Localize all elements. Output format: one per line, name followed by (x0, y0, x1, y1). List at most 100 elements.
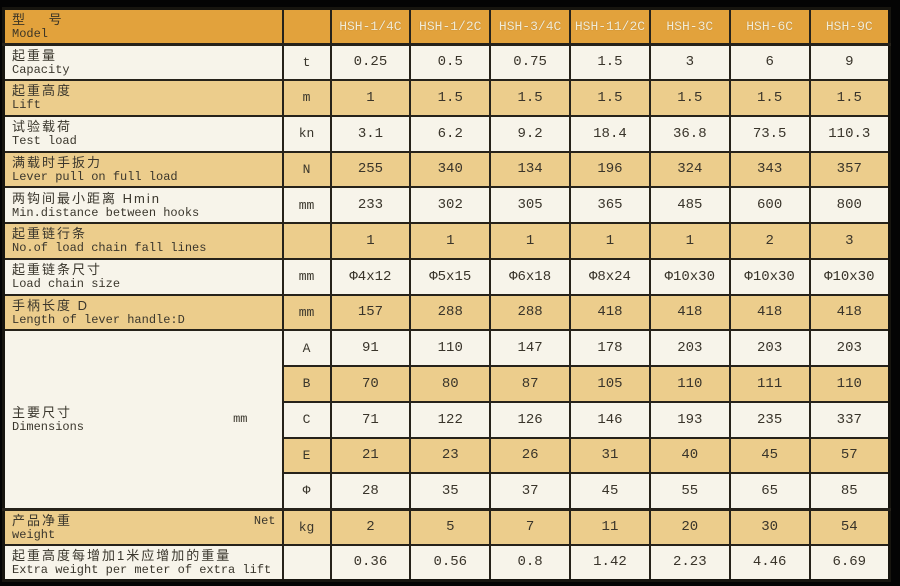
model-column-header: HSH-1/2C (409, 7, 492, 46)
value-cell: 3.1 (329, 114, 412, 153)
value-cell: 26 (489, 436, 572, 475)
unit-cell: kn (281, 114, 332, 153)
value-cell: 4.46 (728, 543, 811, 582)
model-header-label-en: Model (12, 26, 49, 41)
row-label: 起重链行条 No.of load chain fall lines (2, 222, 284, 260)
row-label: 试验载荷 Test load (2, 114, 284, 153)
value-cell: 343 (728, 150, 811, 189)
extra-weight-row: 起重高度每增加1米应增加的重量 Extra weight per meter of… (2, 543, 891, 582)
extra-weight-label-zh: 起重高度每增加1米应增加的重量 (12, 547, 232, 563)
value-cell: 111 (728, 365, 811, 403)
value-cell: 35 (409, 472, 492, 510)
value-cell: 1.5 (569, 79, 651, 117)
model-header-label-zh: 型 号 (12, 11, 72, 27)
net-weight-label: 产品净重 Net weight (2, 507, 284, 546)
value-cell: 2 (728, 222, 811, 260)
value-cell: 31 (569, 436, 651, 475)
net-weight-label-en: weight (12, 527, 56, 542)
value-cell: 110 (409, 329, 492, 367)
value-cell: 0.56 (409, 543, 492, 582)
dimension-row: Φ 28 35 37 45 55 65 85 (4, 472, 891, 510)
value-cell: 418 (728, 293, 811, 332)
value-cell: 110 (808, 365, 891, 403)
unit-cell: kg (281, 507, 332, 546)
dimension-row: B 70 80 87 105 110 111 110 (4, 365, 891, 403)
value-cell: 85 (808, 472, 891, 510)
value-cell: 1 (409, 222, 492, 260)
model-column-header: HSH-3C (648, 7, 731, 46)
value-cell: 1.5 (728, 79, 811, 117)
dimension-key-cell: A (281, 329, 332, 367)
spec-row: 起重链条尺寸 Load chain size mm Φ4x12 Φ5x15 Φ6x18 Φ8… (2, 257, 891, 296)
spec-row: 起重链行条 No.of load chain fall lines 1 1 1 1 1 2 3 (2, 222, 891, 260)
dimension-row: E 21 23 26 31 40 45 57 (4, 436, 891, 475)
value-cell: 1.5 (648, 79, 731, 117)
value-cell: 146 (569, 400, 651, 439)
value-cell: 105 (569, 365, 651, 403)
row-label: 满载时手扳力 Lever pull on full load (2, 150, 284, 189)
value-cell: 6.69 (808, 543, 891, 582)
value-cell: 71 (329, 400, 412, 439)
value-cell: Φ6x18 (489, 257, 572, 296)
value-cell: 235 (728, 400, 811, 439)
value-cell: 0.5 (409, 43, 492, 81)
value-cell: 2.23 (648, 543, 731, 582)
unit-cell: N (281, 150, 332, 189)
value-cell: 9.2 (489, 114, 572, 153)
unit-cell: mm (281, 186, 332, 224)
row-label-zh: 起重链行条 (12, 226, 88, 242)
dimension-key-cell: C (281, 400, 332, 439)
spec-row: 起重量 Capacity t 0.25 0.5 0.75 1.5 3 6 9 (2, 43, 891, 81)
value-cell: 203 (648, 329, 731, 367)
value-cell: 193 (648, 400, 731, 439)
unit-cell (281, 222, 332, 260)
value-cell: 1 (329, 222, 412, 260)
value-cell: 65 (728, 472, 811, 510)
row-label: 两钩间最小距离 Hmin Min.distance between hooks (2, 186, 284, 224)
value-cell: 134 (489, 150, 572, 189)
value-cell: 1.42 (569, 543, 651, 582)
dimension-row: C 71 122 126 146 193 235 337 (4, 400, 891, 439)
value-cell: 30 (728, 507, 811, 546)
row-label-en: Capacity (12, 62, 70, 77)
value-cell: 57 (808, 436, 891, 475)
value-cell: 305 (489, 186, 572, 224)
value-cell: Φ10x30 (648, 257, 731, 296)
row-label-en: Lever pull on full load (12, 169, 178, 184)
value-cell: 1.5 (808, 79, 891, 117)
value-cell: 1 (648, 222, 731, 260)
value-cell: 357 (808, 150, 891, 189)
row-label: 起重量 Capacity (2, 43, 284, 81)
value-cell: 1 (329, 79, 412, 117)
unit-cell: mm (281, 257, 332, 296)
dimensions-label-zh: 主要尺寸 (12, 404, 73, 420)
value-cell: 21 (329, 436, 412, 475)
value-cell: 178 (569, 329, 651, 367)
value-cell: 418 (569, 293, 651, 332)
model-column-header: HSH-3/4C (489, 7, 572, 46)
value-cell: 3 (648, 43, 731, 81)
value-cell: 1 (489, 222, 572, 260)
unit-header-cell (281, 7, 332, 46)
value-cell: 0.8 (489, 543, 572, 582)
value-cell: 28 (329, 472, 412, 510)
value-cell: 485 (648, 186, 731, 224)
value-cell: 6.2 (409, 114, 492, 153)
value-cell: Φ10x30 (808, 257, 891, 296)
value-cell: 45 (728, 436, 811, 475)
value-cell: 233 (329, 186, 412, 224)
model-header-label: 型 号 Model (2, 7, 284, 46)
value-cell: 54 (808, 507, 891, 546)
value-cell: 196 (569, 150, 651, 189)
row-label-en: Lift (12, 98, 41, 113)
value-cell: Φ8x24 (569, 257, 651, 296)
value-cell: 288 (489, 293, 572, 332)
spec-row: 手柄长度 D Length of lever handle:D mm 157 288 28… (2, 293, 891, 332)
value-cell: 418 (808, 293, 891, 332)
value-cell: 80 (409, 365, 492, 403)
row-label-en: No.of load chain fall lines (12, 241, 207, 256)
value-cell: 9 (808, 43, 891, 81)
row-label-zh: 起重链条尺寸 (12, 262, 103, 278)
value-cell: 87 (489, 365, 572, 403)
